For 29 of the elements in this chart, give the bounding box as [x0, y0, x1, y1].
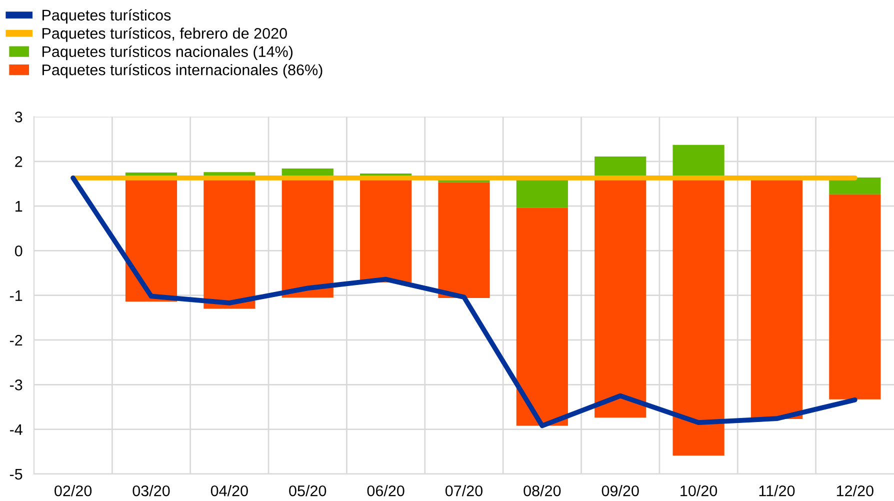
x-tick-label: 09/20	[602, 485, 639, 496]
y-tick-label: 3	[14, 112, 22, 122]
x-tick-label: 10/20	[680, 485, 718, 496]
legend-label: Paquetes turísticos internacionales (86%)	[42, 64, 322, 78]
y-tick-label: 0	[14, 246, 22, 256]
legend-label: Paquetes turísticos	[42, 9, 171, 24]
x-tick-label: 04/20	[210, 485, 248, 496]
bar	[829, 194, 881, 400]
y-tick-label: -4	[10, 424, 22, 435]
bar	[438, 182, 490, 298]
y-tick-label: -5	[10, 468, 22, 480]
x-tick-label: 05/20	[289, 485, 326, 496]
y-tick-label: -1	[10, 290, 22, 301]
x-tick-label: 08/20	[524, 485, 561, 496]
x-tick-label: 02/20	[54, 485, 92, 496]
x-tick-label: 06/20	[367, 485, 404, 496]
y-tick-label: -2	[10, 334, 22, 346]
y-tick-label: 1	[16, 201, 22, 212]
legend-label: Paquetes turísticos, febrero de 2020	[42, 27, 287, 42]
y-tick-label: -3	[10, 380, 22, 390]
x-tick-label: 12/20	[836, 485, 874, 496]
bar	[516, 208, 568, 426]
x-tick-label: 03/20	[132, 485, 170, 496]
x-tick-label: 11/20	[759, 485, 795, 496]
x-tick-label: 07/20	[445, 485, 483, 496]
line-series	[70, 175, 858, 428]
legend-label: Paquetes turísticos nacionales (14%)	[42, 46, 293, 60]
bar	[829, 177, 881, 194]
y-tick-label: 2	[15, 156, 22, 167]
